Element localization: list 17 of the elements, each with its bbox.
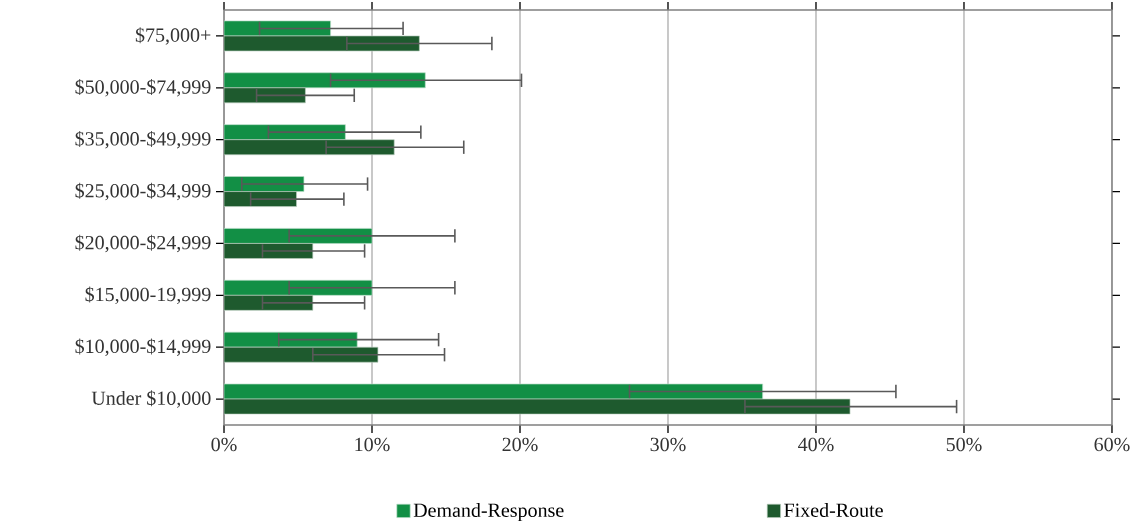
y-tick-label: $25,000-$34,999: [75, 182, 211, 201]
legend-label: Fixed-Route: [784, 502, 883, 518]
x-tick-label: 40%: [798, 437, 834, 452]
y-tick-label: $50,000-$74,999: [75, 79, 211, 97]
y-tick-label: $35,000-$49,999: [75, 130, 211, 149]
legend-label: Demand-Response: [413, 502, 564, 522]
y-tick-label: $10,000-$14,999: [75, 338, 211, 356]
x-tick-label: 30%: [650, 437, 686, 452]
y-tick-label: $15,000-19,999: [85, 286, 211, 305]
x-tick-label: 0%: [211, 437, 237, 452]
x-tick-label: 60%: [1094, 437, 1130, 452]
y-tick-label: $20,000-$24,999: [75, 234, 211, 253]
y-tick-label: $75,000+: [135, 27, 211, 45]
x-tick-label: 10%: [355, 437, 390, 452]
x-tick-label: 20%: [502, 437, 538, 452]
x-tick-label: 50%: [946, 437, 982, 452]
y-tick-label: Under $10,000: [91, 390, 211, 408]
